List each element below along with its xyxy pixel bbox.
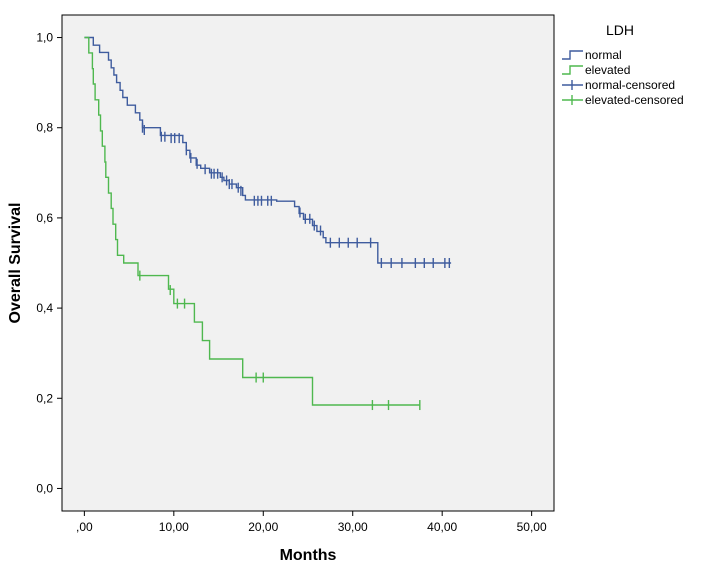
legend-title: LDH bbox=[606, 22, 634, 38]
y-tick-label: 0,4 bbox=[36, 301, 53, 315]
x-tick-label: 30,00 bbox=[338, 520, 368, 534]
series-group bbox=[84, 36, 452, 411]
y-tick-label: 0,8 bbox=[36, 121, 53, 135]
legend-label: elevated bbox=[585, 63, 630, 77]
legend-entry-elevated: elevated bbox=[562, 63, 630, 77]
y-tick-label: 0,2 bbox=[36, 391, 53, 405]
y-tick-label: 0,0 bbox=[36, 481, 53, 495]
legend-step-symbol bbox=[562, 65, 583, 75]
axis-ticks: ,00 10,00 20,00 30,00 40,00 50,00 0,0 0,2 0,4 0,6… bbox=[36, 31, 547, 534]
legend-label: elevated-censored bbox=[585, 93, 684, 107]
legend-entry-normal: normal bbox=[562, 48, 622, 62]
legend-label: normal bbox=[585, 48, 622, 62]
x-tick-label: 10,00 bbox=[159, 520, 189, 534]
plot-area bbox=[61, 14, 555, 512]
legend-step-symbol bbox=[562, 50, 583, 60]
y-tick-label: 0,6 bbox=[36, 211, 53, 225]
x-tick-label: 20,00 bbox=[248, 520, 278, 534]
x-tick-label: ,00 bbox=[76, 520, 93, 534]
normal-survival-curve bbox=[84, 36, 452, 264]
legend-entry-normal-censored: normal-censored bbox=[562, 78, 675, 92]
legend-items: normalelevatednormal-censoredelevated-ce… bbox=[562, 48, 684, 107]
legend-label: normal-censored bbox=[585, 78, 675, 92]
x-axis-label: Months bbox=[280, 547, 337, 564]
legend-entry-elevated-censored: elevated-censored bbox=[562, 93, 684, 107]
y-tick-label: 1,0 bbox=[36, 31, 53, 45]
x-tick-label: 50,00 bbox=[517, 520, 547, 534]
y-axis-label: Overall Survival bbox=[7, 203, 24, 324]
x-tick-label: 40,00 bbox=[427, 520, 457, 534]
elevated-survival-curve bbox=[84, 36, 420, 406]
legend: LDH normalelevatednormal-censoredelevate… bbox=[562, 22, 684, 107]
